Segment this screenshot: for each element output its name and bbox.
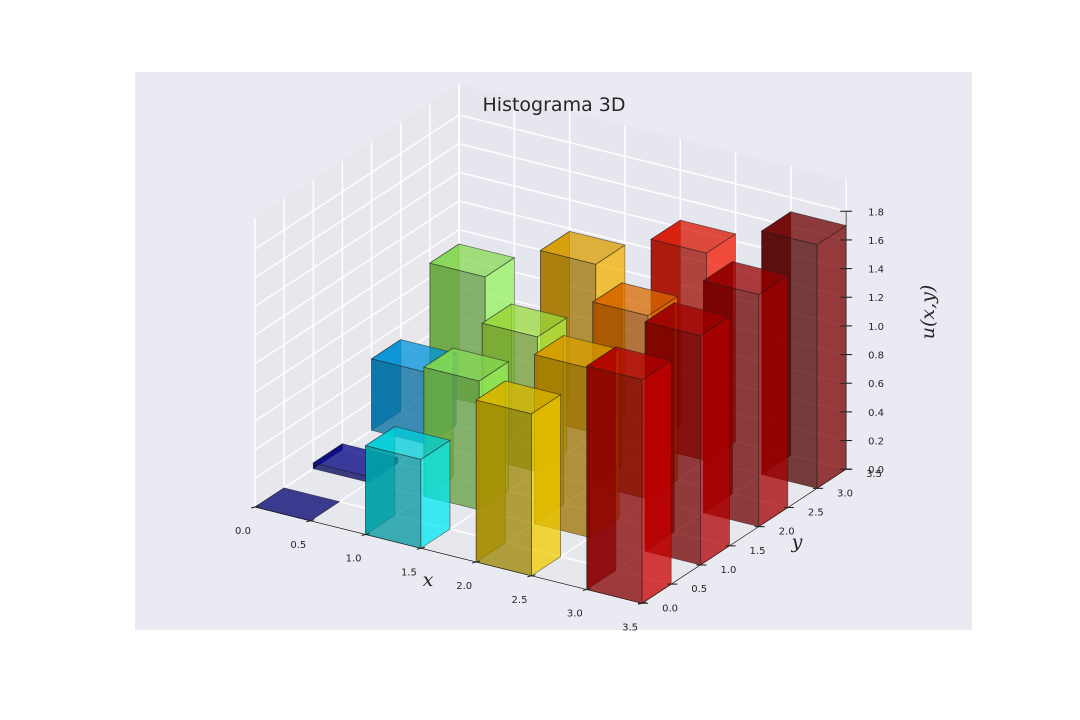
x-tick [416, 546, 426, 550]
bar-right-face [816, 224, 847, 490]
x-tick [361, 532, 370, 537]
z-tick-label: 1.4 [868, 265, 884, 276]
side-grid-line-z [254, 228, 460, 365]
x-tick [582, 587, 591, 592]
bar-top-face [585, 346, 673, 381]
side-grid-line-z [254, 257, 460, 394]
bar-top-face [475, 380, 562, 415]
bar-top-face [254, 487, 341, 522]
x-tick [527, 574, 536, 578]
x-tick [306, 519, 315, 523]
side-grid-line-z [254, 143, 460, 279]
y-tick-label: 3.0 [837, 488, 853, 499]
z-tick-label: 0.0 [868, 465, 884, 476]
z-tick-label: 1.0 [868, 322, 884, 333]
y-tick-label: 0.0 [662, 603, 678, 614]
x-tick-label: 0.5 [290, 540, 306, 551]
z-tick-label: 0.4 [868, 408, 884, 419]
bar-top-face [591, 282, 679, 317]
y-tick-label: 1.0 [720, 565, 736, 576]
x-tick-label: 1.0 [346, 554, 362, 565]
side-grid-line-z [254, 200, 460, 336]
y-axis-label: y [791, 531, 803, 553]
bar-right-face [641, 359, 672, 605]
y-tick-label: 2.5 [808, 508, 824, 519]
bar-front-face [365, 445, 422, 549]
bar-top-face [650, 219, 737, 254]
bar-top-face [760, 211, 848, 246]
bar-top-face [364, 426, 451, 460]
x-tick [472, 560, 481, 564]
bar [475, 380, 562, 577]
y-tick-label: 2.0 [779, 527, 795, 538]
y-tick-label: 1.5 [750, 546, 766, 557]
side-grid-line-z [254, 171, 460, 308]
x-tick-label: 3.5 [622, 622, 638, 633]
y-tick-label: 0.5 [691, 584, 707, 595]
bar [364, 425, 451, 550]
bar-top-face [539, 230, 626, 265]
bar [585, 346, 673, 605]
bar-right-face [700, 315, 730, 566]
x-axis-label: x [423, 569, 434, 591]
bar-front-face [586, 365, 643, 604]
bar-top-face [702, 261, 789, 295]
z-tick-label: 1.2 [868, 293, 884, 304]
chart-title: Histograma 3D [483, 94, 626, 116]
y-axis-line [641, 468, 847, 604]
y-tick-label: 3.5 [866, 469, 882, 480]
z-tick-label: 0.2 [868, 437, 884, 448]
bar-front-face [475, 399, 532, 577]
bars [254, 211, 848, 605]
z-axis-label: u(x,y) [917, 285, 939, 340]
bar-top-face [428, 243, 516, 278]
x-axis-line [254, 506, 643, 604]
tick-labels: 0.00.51.01.52.02.53.03.50.00.51.01.52.02… [235, 207, 884, 633]
z-tick-label: 1.8 [868, 207, 884, 218]
z-tick-label: 1.6 [868, 236, 884, 247]
back-grid-line-z [458, 114, 847, 213]
bar-top-face [422, 347, 510, 382]
x-tick-label: 0.0 [235, 526, 251, 537]
bar-right-face [531, 393, 561, 577]
x-tick-label: 1.5 [401, 567, 417, 578]
bar-top-face [644, 302, 731, 337]
z-tick-label: 0.8 [868, 351, 884, 362]
bar-top-face [481, 303, 568, 338]
side-grid-line-z [254, 286, 460, 422]
x-tick [250, 505, 260, 509]
side-grid-line-z [254, 314, 460, 451]
x-tick-label: 2.5 [512, 595, 528, 606]
x-tick-label: 2.0 [456, 581, 472, 592]
side-grid-line-z [254, 114, 460, 250]
z-tick-label: 0.6 [868, 379, 884, 390]
bar-right-face [758, 274, 789, 528]
x-tick-label: 3.0 [567, 609, 583, 620]
